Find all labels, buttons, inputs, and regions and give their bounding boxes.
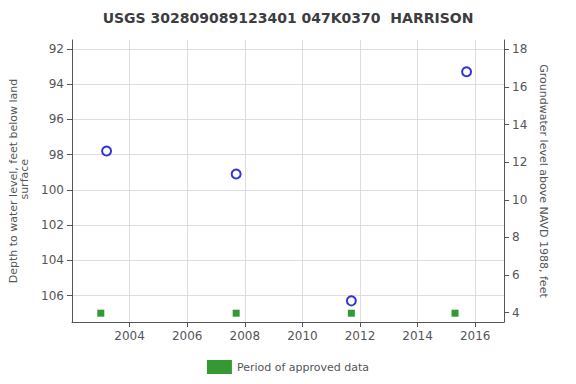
svg-text:96: 96 [49, 112, 64, 126]
svg-text:Depth to water level, feet bel: Depth to water level, feet below land [7, 78, 21, 284]
svg-text:98: 98 [49, 148, 64, 162]
svg-text:USGS 302809089123401 047K0370: USGS 302809089123401 047K0370 HARRISON [103, 10, 474, 26]
svg-text:12: 12 [512, 155, 527, 169]
svg-text:8: 8 [512, 230, 520, 244]
svg-text:2006: 2006 [172, 329, 203, 343]
svg-text:2016: 2016 [460, 329, 491, 343]
svg-text:92: 92 [49, 42, 64, 56]
svg-text:2004: 2004 [114, 329, 145, 343]
svg-text:Period of approved data: Period of approved data [237, 361, 369, 374]
svg-text:Groundwater level above NAVD 1: Groundwater level above NAVD 1988, feet [537, 64, 550, 298]
svg-text:6: 6 [512, 268, 520, 282]
svg-text:2008: 2008 [230, 329, 261, 343]
svg-text:surface: surface [18, 159, 31, 203]
svg-text:10: 10 [512, 193, 527, 207]
svg-text:16: 16 [512, 80, 527, 94]
svg-text:18: 18 [512, 42, 527, 56]
svg-text:2010: 2010 [287, 329, 318, 343]
svg-text:2014: 2014 [402, 329, 433, 343]
svg-text:2012: 2012 [345, 329, 376, 343]
svg-text:102: 102 [41, 218, 64, 232]
svg-text:4: 4 [512, 306, 520, 320]
svg-text:106: 106 [41, 289, 64, 303]
svg-text:94: 94 [49, 77, 64, 91]
svg-text:100: 100 [41, 183, 64, 197]
svg-text:104: 104 [41, 253, 64, 267]
svg-text:14: 14 [512, 118, 527, 132]
